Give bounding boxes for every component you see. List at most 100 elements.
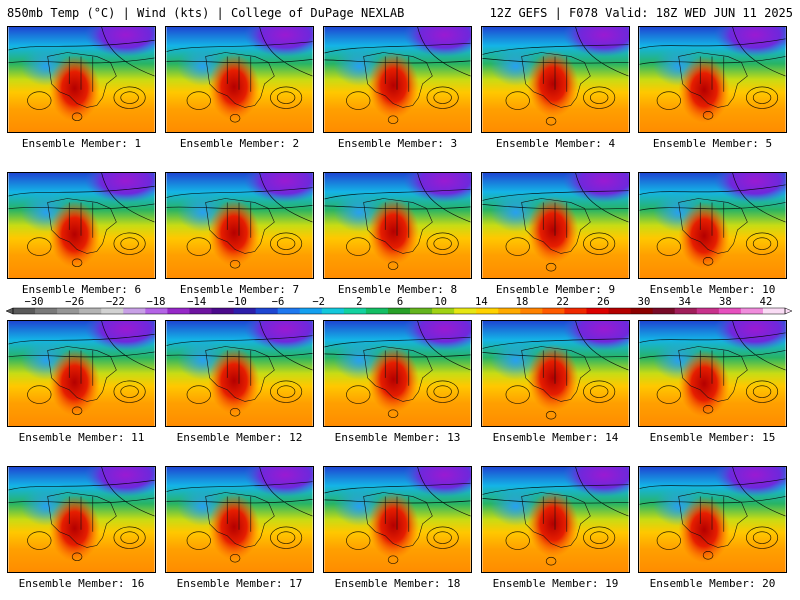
ensemble-member-panel: Ensemble Member: 6: [7, 172, 156, 296]
colorbar-segment: [255, 308, 279, 314]
colorbar-segment: [630, 308, 654, 314]
colorbar-segment: [101, 308, 124, 314]
ensemble-member-label: Ensemble Member: 4: [495, 137, 616, 150]
temperature-map: [638, 466, 787, 573]
colorbar-segment: [13, 308, 36, 314]
temperature-map: [165, 320, 314, 427]
colorbar-segment: [674, 308, 698, 314]
colorbar-tick-label: 26: [597, 296, 610, 308]
colorbar-outline: [12, 307, 786, 315]
temperature-map: [638, 172, 787, 279]
ensemble-member-label: Ensemble Member: 5: [652, 137, 773, 150]
colorbar-segment: [432, 308, 455, 314]
colorbar-tick-label: −22: [105, 296, 125, 308]
colorbar-segment: [321, 308, 345, 314]
ensemble-member-label: Ensemble Member: 17: [176, 577, 303, 590]
colorbar-tick-label: −10: [227, 296, 247, 308]
ensemble-member-panel: Ensemble Member: 16: [7, 466, 156, 590]
temperature-map: [7, 172, 156, 279]
ensemble-member-label: Ensemble Member: 20: [649, 577, 776, 590]
colorbar-segment: [211, 308, 235, 314]
colorbar-tick-label: 6: [396, 296, 404, 308]
ensemble-member-label: Ensemble Member: 10: [649, 283, 776, 296]
ensemble-member-label: Ensemble Member: 19: [492, 577, 619, 590]
colorbar-tick-label: 18: [515, 296, 529, 308]
ensemble-member-panel: Ensemble Member: 17: [165, 466, 314, 590]
ensemble-member-label: Ensemble Member: 15: [649, 431, 776, 444]
ensemble-member-label: Ensemble Member: 7: [179, 283, 300, 296]
temperature-map: [481, 172, 630, 279]
colorbar-segment: [387, 308, 411, 314]
colorbar-segment: [718, 308, 742, 314]
colorbar-tick-label: −6: [271, 296, 285, 308]
ensemble-member-label: Ensemble Member: 1: [21, 137, 142, 150]
ensemble-member-label: Ensemble Member: 8: [337, 283, 458, 296]
ensemble-member-label: Ensemble Member: 13: [334, 431, 461, 444]
temperature-map: [7, 26, 156, 133]
ensemble-member-panel: Ensemble Member: 9: [481, 172, 630, 296]
colorbar-tick-label: 2: [356, 296, 363, 308]
temperature-map: [165, 26, 314, 133]
ensemble-member-label: Ensemble Member: 3: [337, 137, 458, 150]
colorbar-segment: [35, 308, 58, 314]
colorbar-segment: [299, 308, 323, 314]
temperature-map: [7, 466, 156, 573]
temperature-map: [481, 320, 630, 427]
colorbar-segment: [343, 308, 367, 314]
colorbar-tick-label: −14: [187, 296, 207, 308]
colorbar-right-arrow: [784, 307, 793, 315]
ensemble-member-panel: Ensemble Member: 7: [165, 172, 314, 296]
colorbar-segment: [586, 308, 610, 314]
colorbar-segment: [520, 308, 543, 314]
colorbar-tick-label: 34: [678, 296, 691, 308]
colorbar-tick-label: −2: [312, 296, 325, 308]
ensemble-member-label: Ensemble Member: 6: [21, 283, 142, 296]
temperature-map: [323, 466, 472, 573]
colorbar: [5, 307, 793, 315]
ensemble-member-panel: Ensemble Member: 12: [165, 320, 314, 444]
colorbar-tick-label: 10: [434, 296, 447, 308]
colorbar-tick-label: 22: [556, 296, 569, 308]
ensemble-member-label: Ensemble Member: 16: [18, 577, 145, 590]
colorbar-segment: [233, 308, 257, 314]
colorbar-segment: [123, 308, 146, 314]
ensemble-member-panel: Ensemble Member: 5: [638, 26, 787, 150]
colorbar-segment: [696, 308, 720, 314]
colorbar-segment: [189, 308, 213, 314]
colorbar-segment: [652, 308, 676, 314]
temperature-map: [638, 26, 787, 133]
ensemble-member-panel: Ensemble Member: 1: [7, 26, 156, 150]
colorbar-tick-label: 30: [637, 296, 651, 308]
colorbar-segment: [410, 308, 433, 314]
ensemble-member-label: Ensemble Member: 9: [495, 283, 616, 296]
colorbar-segment: [79, 308, 102, 314]
temperature-map: [481, 26, 630, 133]
colorbar-left-arrow: [5, 307, 14, 315]
colorbar-tick-label: −18: [146, 296, 166, 308]
temperature-map: [7, 320, 156, 427]
ensemble-member-panel: Ensemble Member: 8: [323, 172, 472, 296]
ensemble-member-label: Ensemble Member: 14: [492, 431, 619, 444]
colorbar-segment: [762, 308, 786, 314]
colorbar-segment: [277, 308, 301, 314]
colorbar-tick-label: −30: [24, 296, 44, 308]
colorbar-segment: [564, 308, 587, 314]
ensemble-member-panel: Ensemble Member: 10: [638, 172, 787, 296]
temperature-map: [165, 172, 314, 279]
temperature-map: [323, 26, 472, 133]
temperature-map: [638, 320, 787, 427]
colorbar-labels: −30 −26 −22 −18 −14 −10 −6 −2 2 6 10 14 18 22 26 30 34 38…: [0, 296, 800, 308]
title-right: 12Z GEFS | F078 Valid: 18Z WED JUN 11 20…: [489, 6, 793, 20]
colorbar-segment: [167, 308, 190, 314]
ensemble-member-panel: Ensemble Member: 11: [7, 320, 156, 444]
ensemble-member-panel: Ensemble Member: 19: [481, 466, 630, 590]
colorbar-tick-label: −26: [65, 296, 85, 308]
colorbar-segment: [57, 308, 80, 314]
ensemble-member-panel: Ensemble Member: 15: [638, 320, 787, 444]
ensemble-member-panel: Ensemble Member: 18: [323, 466, 472, 590]
colorbar-segment: [145, 308, 168, 314]
ensemble-member-panel: Ensemble Member: 14: [481, 320, 630, 444]
temperature-map: [323, 172, 472, 279]
header: 850mb Temp (°C) | Wind (kts) | College o…: [0, 0, 800, 22]
